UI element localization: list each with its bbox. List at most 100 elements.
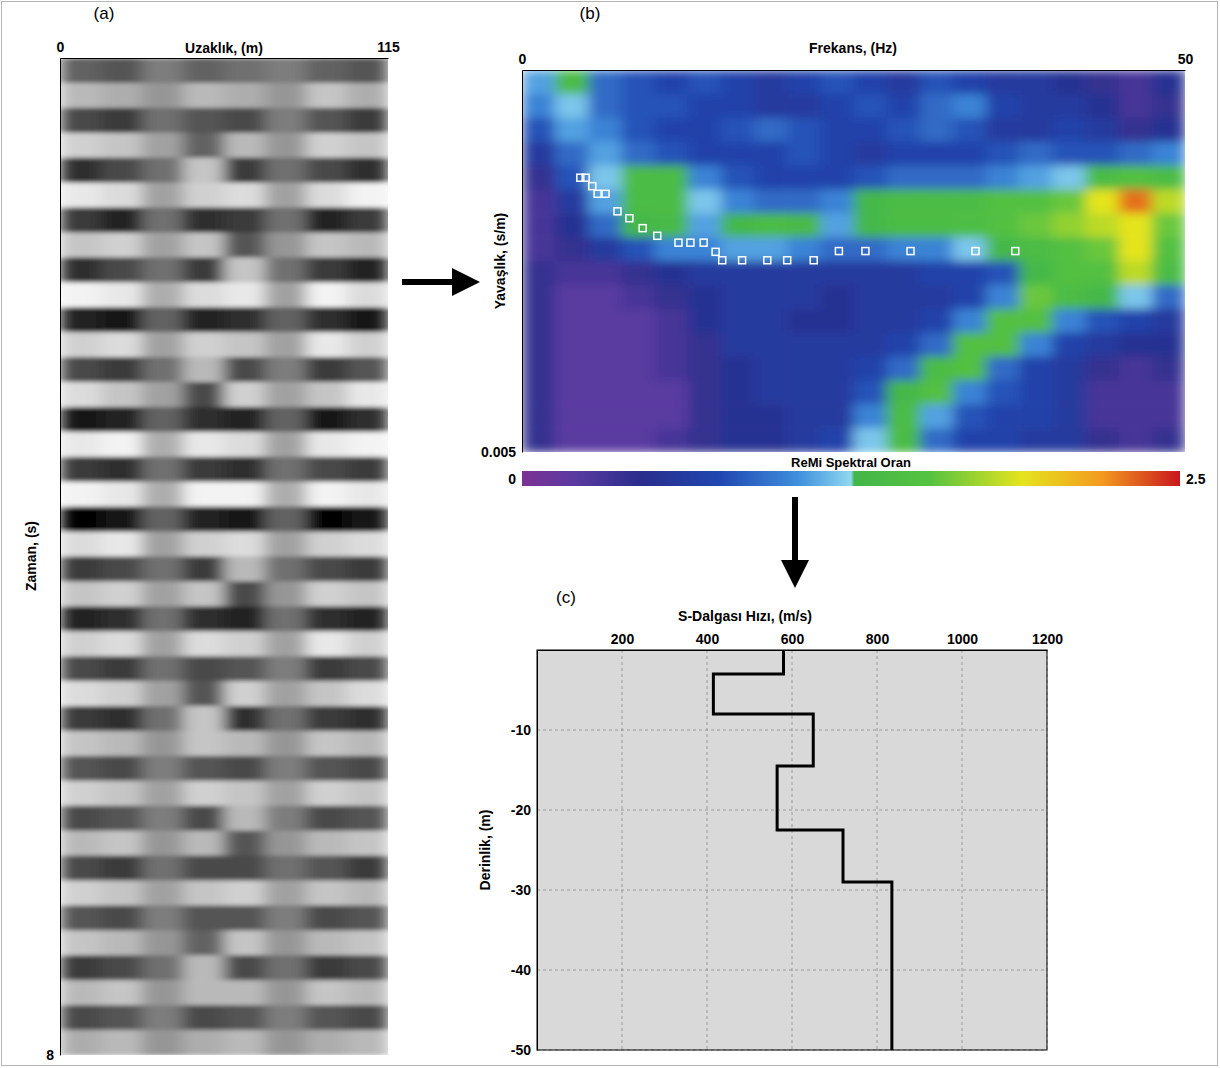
- cell: [306, 282, 348, 308]
- cell: [224, 681, 266, 707]
- grid-line: [537, 890, 1047, 891]
- cell: [183, 507, 225, 533]
- axis: -10-20-30-40-50: [511, 651, 538, 1058]
- cell: [60, 232, 102, 258]
- cell: [347, 831, 388, 857]
- cell: [787, 94, 821, 118]
- cell: [754, 309, 788, 333]
- cell: [60, 457, 102, 483]
- cell: [142, 656, 184, 682]
- cell: [101, 631, 143, 657]
- cell: [621, 166, 655, 190]
- cell: [101, 681, 143, 707]
- cell: [224, 606, 266, 632]
- grid-line: [537, 970, 1047, 971]
- cell: [555, 261, 589, 285]
- cell: [265, 731, 307, 757]
- cell: [522, 94, 556, 118]
- cell: [986, 333, 1020, 357]
- pick-point: [972, 248, 979, 255]
- tick-label: 800: [866, 631, 890, 647]
- cell: [887, 94, 921, 118]
- cell: [688, 285, 722, 309]
- cell: [655, 261, 689, 285]
- cell: [347, 731, 388, 757]
- cell: [224, 980, 266, 1006]
- cell: [754, 213, 788, 237]
- cell: [655, 285, 689, 309]
- cell: [142, 407, 184, 433]
- cell: [1086, 166, 1120, 190]
- cells: [522, 70, 1185, 452]
- cell: [588, 333, 622, 357]
- cell: [60, 557, 102, 583]
- cell: [306, 806, 348, 832]
- cell: [621, 189, 655, 213]
- cell: [183, 930, 225, 956]
- cell: [953, 428, 987, 452]
- tick: -20: [511, 802, 537, 818]
- cell: [754, 428, 788, 452]
- cell: [60, 158, 102, 184]
- cell: [347, 83, 388, 109]
- cell: [887, 142, 921, 166]
- cell: [306, 382, 348, 408]
- cell: [953, 404, 987, 428]
- cell: [101, 1030, 143, 1055]
- grid-line: [537, 810, 1047, 811]
- cell: [265, 83, 307, 109]
- cell: [1019, 333, 1053, 357]
- cell: [347, 432, 388, 458]
- cell: [265, 557, 307, 583]
- cell: [60, 581, 102, 607]
- cell: [183, 606, 225, 632]
- arrow: [781, 497, 809, 588]
- cell: [854, 94, 888, 118]
- cell: [555, 166, 589, 190]
- panel-label: (c): [556, 588, 576, 607]
- cell: [854, 285, 888, 309]
- cell: [920, 189, 954, 213]
- cell: [306, 332, 348, 358]
- cell: [588, 142, 622, 166]
- cell: [555, 118, 589, 142]
- cell: [1052, 333, 1086, 357]
- cell: [60, 432, 102, 458]
- cell: [1086, 118, 1120, 142]
- cell: [224, 307, 266, 333]
- cell: [183, 208, 225, 234]
- cell: [621, 380, 655, 404]
- cell: [1019, 70, 1053, 94]
- cell: [1119, 237, 1153, 261]
- cell: [588, 237, 622, 261]
- cell: [555, 357, 589, 381]
- cell: [688, 189, 722, 213]
- cell: [60, 881, 102, 907]
- cell: [60, 1005, 102, 1031]
- cell: [1052, 261, 1086, 285]
- cell: [688, 380, 722, 404]
- cell: [621, 94, 655, 118]
- cell: [183, 232, 225, 258]
- cell: [60, 631, 102, 657]
- cell: [142, 980, 184, 1006]
- cell: [101, 432, 143, 458]
- cell: [101, 955, 143, 981]
- cell: [621, 142, 655, 166]
- cell: [142, 1005, 184, 1031]
- plot-area: [60, 58, 388, 1055]
- cell: [60, 58, 102, 84]
- colorbar-title: ReMi Spektral Oran: [791, 455, 911, 470]
- x-axis-title: S-Dalgası Hızı, (m/s): [678, 608, 812, 624]
- cell: [1119, 70, 1153, 94]
- cell: [347, 58, 388, 84]
- cell: [142, 581, 184, 607]
- cell: [820, 94, 854, 118]
- cell: [347, 1030, 388, 1055]
- cell: [142, 831, 184, 857]
- cell: [1086, 261, 1120, 285]
- tick-label: -50: [511, 1042, 531, 1058]
- cell: [142, 282, 184, 308]
- cell: [60, 656, 102, 682]
- grid-line: [622, 650, 623, 1050]
